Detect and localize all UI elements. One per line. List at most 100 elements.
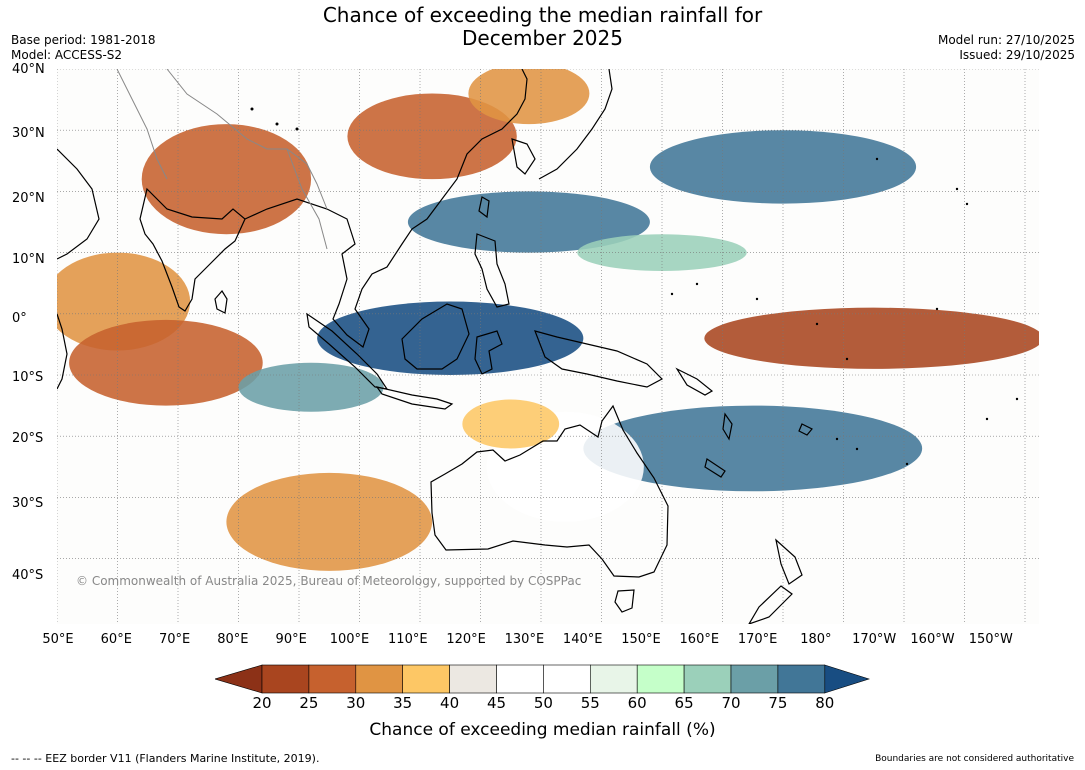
new-guinea-coastline xyxy=(534,330,663,388)
latitude-label: 10°N xyxy=(12,252,45,267)
longitude-label: 90°E xyxy=(275,632,307,647)
fiji-coastline xyxy=(798,423,813,436)
latitude-label: 20°N xyxy=(12,191,45,206)
colorbar-cell-under xyxy=(215,664,263,694)
longitude-label: 150°W xyxy=(968,632,1013,647)
region-north-pacific-wet xyxy=(649,130,917,204)
latitude-label: 30°N xyxy=(12,126,45,141)
rainfall-map: © Commonwealth of Australia 2025, Bureau… xyxy=(57,69,1039,624)
latitude-label: 10°S xyxy=(12,370,44,385)
colorbar-tick-label: 35 xyxy=(393,694,413,712)
taiwan-coastline xyxy=(478,196,490,219)
latitude-label: 20°S xyxy=(12,431,44,446)
colorbar-cell xyxy=(589,664,638,694)
longitude-label: 170°E xyxy=(737,632,778,647)
meta-right: Model run: 27/10/2025 Issued: 29/10/2025 xyxy=(938,33,1075,63)
colorbar-tick-label: 30 xyxy=(346,694,366,712)
se-asia-coastline xyxy=(244,69,528,348)
colorbar-label: Chance of exceeding median rainfall (%) xyxy=(369,720,716,740)
colorbar-cell xyxy=(449,664,497,694)
colorbar-tick-label: 40 xyxy=(440,694,460,712)
region-bay-bengal-wet xyxy=(238,362,384,412)
africa-coastline xyxy=(57,313,68,390)
colorbar-tick-label: 50 xyxy=(533,694,553,712)
arabia-coastline xyxy=(57,148,100,260)
colorbar-tick-label: 80 xyxy=(815,694,835,712)
longitude-label: 140°E xyxy=(562,632,603,647)
philippines-coastline xyxy=(474,233,510,308)
longitude-label: 100°E xyxy=(329,632,370,647)
vanuatu-coastline xyxy=(722,412,733,441)
country-borders xyxy=(116,69,328,250)
colorbar-cell xyxy=(496,664,544,694)
colorbar-tick-label: 75 xyxy=(768,694,788,712)
region-indian-ocean-dry xyxy=(69,319,263,406)
eez-note: -- -- -- EEZ border V11 (Flanders Marine… xyxy=(11,752,320,765)
japan-coastline xyxy=(538,69,613,180)
longitude-label: 160°E xyxy=(679,632,720,647)
colorbar-cell xyxy=(402,664,450,694)
colorbar-tick-label: 55 xyxy=(580,694,600,712)
region-indonesia-wet xyxy=(317,301,584,375)
region-philippines-wet xyxy=(407,191,650,253)
regions-layer xyxy=(57,69,1039,571)
issued-date: Issued: 29/10/2025 xyxy=(959,48,1075,62)
region-china-dry xyxy=(347,93,517,180)
latitude-label: 40°N xyxy=(12,62,45,77)
latitude-label: 30°S xyxy=(12,496,44,511)
longitude-label: 50°E xyxy=(42,632,74,647)
longitude-label: 170°W xyxy=(852,632,897,647)
australia-coastline xyxy=(430,404,669,578)
colorbar-cell xyxy=(730,664,779,694)
longitude-label: 110°E xyxy=(388,632,428,647)
new-zealand-coastline xyxy=(748,538,803,624)
java-coastline xyxy=(375,386,454,410)
colorbar-tick-label: 45 xyxy=(486,694,507,712)
title-line-2: December 2025 xyxy=(462,26,623,50)
colorbar-cell-over xyxy=(824,664,870,694)
longitude-label: 120°E xyxy=(446,632,486,647)
latitude-label: 0° xyxy=(12,311,27,326)
colorbar-cell xyxy=(355,664,404,694)
korea-coastline xyxy=(511,138,536,175)
meta-left: Base period: 1981-2018 Model: ACCESS-S2 xyxy=(11,33,156,63)
latitude-label: 40°S xyxy=(12,568,44,583)
region-pacific-equatorial-dry xyxy=(704,307,1039,369)
colorbar-tick-label: 65 xyxy=(674,694,694,712)
coastlines xyxy=(57,69,813,624)
colorbar xyxy=(215,664,870,694)
sri-lanka-coastline xyxy=(214,289,228,314)
borneo-coastline xyxy=(401,303,470,370)
title-line-1: Chance of exceeding the median rainfall … xyxy=(322,3,763,27)
new-caledonia-coastline xyxy=(704,458,726,478)
colorbar-cell xyxy=(261,664,310,694)
colorbar-cell xyxy=(543,664,591,694)
model-name: Model: ACCESS-S2 xyxy=(11,48,123,62)
map-copyright: © Commonwealth of Australia 2025, Bureau… xyxy=(76,574,581,588)
map-title: Chance of exceeding the median rainfall … xyxy=(0,4,1085,50)
boundaries-note: Boundaries are not considered authoritat… xyxy=(875,754,1074,764)
sulawesi-coastline xyxy=(474,330,503,375)
graticule xyxy=(57,69,1039,624)
longitude-label: 130°E xyxy=(504,632,545,647)
colorbar-cell xyxy=(636,664,685,694)
region-japan-sea-dry xyxy=(468,69,590,125)
india-coastline xyxy=(139,187,246,312)
region-spcz-wet xyxy=(583,405,923,492)
small-islands xyxy=(250,107,1019,466)
longitude-label: 150°E xyxy=(621,632,661,647)
longitude-label: 180° xyxy=(800,632,832,647)
longitude-label: 60°E xyxy=(100,632,132,647)
colorbar-cell xyxy=(777,664,826,694)
colorbar-cell xyxy=(683,664,732,694)
colorbar-cell xyxy=(308,664,357,694)
base-period: Base period: 1981-2018 xyxy=(11,33,156,47)
colorbar-tick-label: 20 xyxy=(252,694,272,712)
region-south-indian-dry xyxy=(226,472,433,571)
colorbar-tick-label: 70 xyxy=(721,694,741,712)
map-canvas: © Commonwealth of Australia 2025, Bureau… xyxy=(57,69,1039,624)
longitude-label: 160°W xyxy=(910,632,955,647)
region-india-dry xyxy=(141,124,312,235)
colorbar-tick-label: 60 xyxy=(627,694,647,712)
longitude-label: 80°E xyxy=(217,632,249,647)
